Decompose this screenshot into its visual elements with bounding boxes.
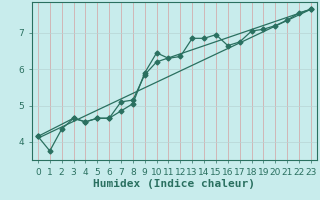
X-axis label: Humidex (Indice chaleur): Humidex (Indice chaleur): [93, 179, 255, 189]
